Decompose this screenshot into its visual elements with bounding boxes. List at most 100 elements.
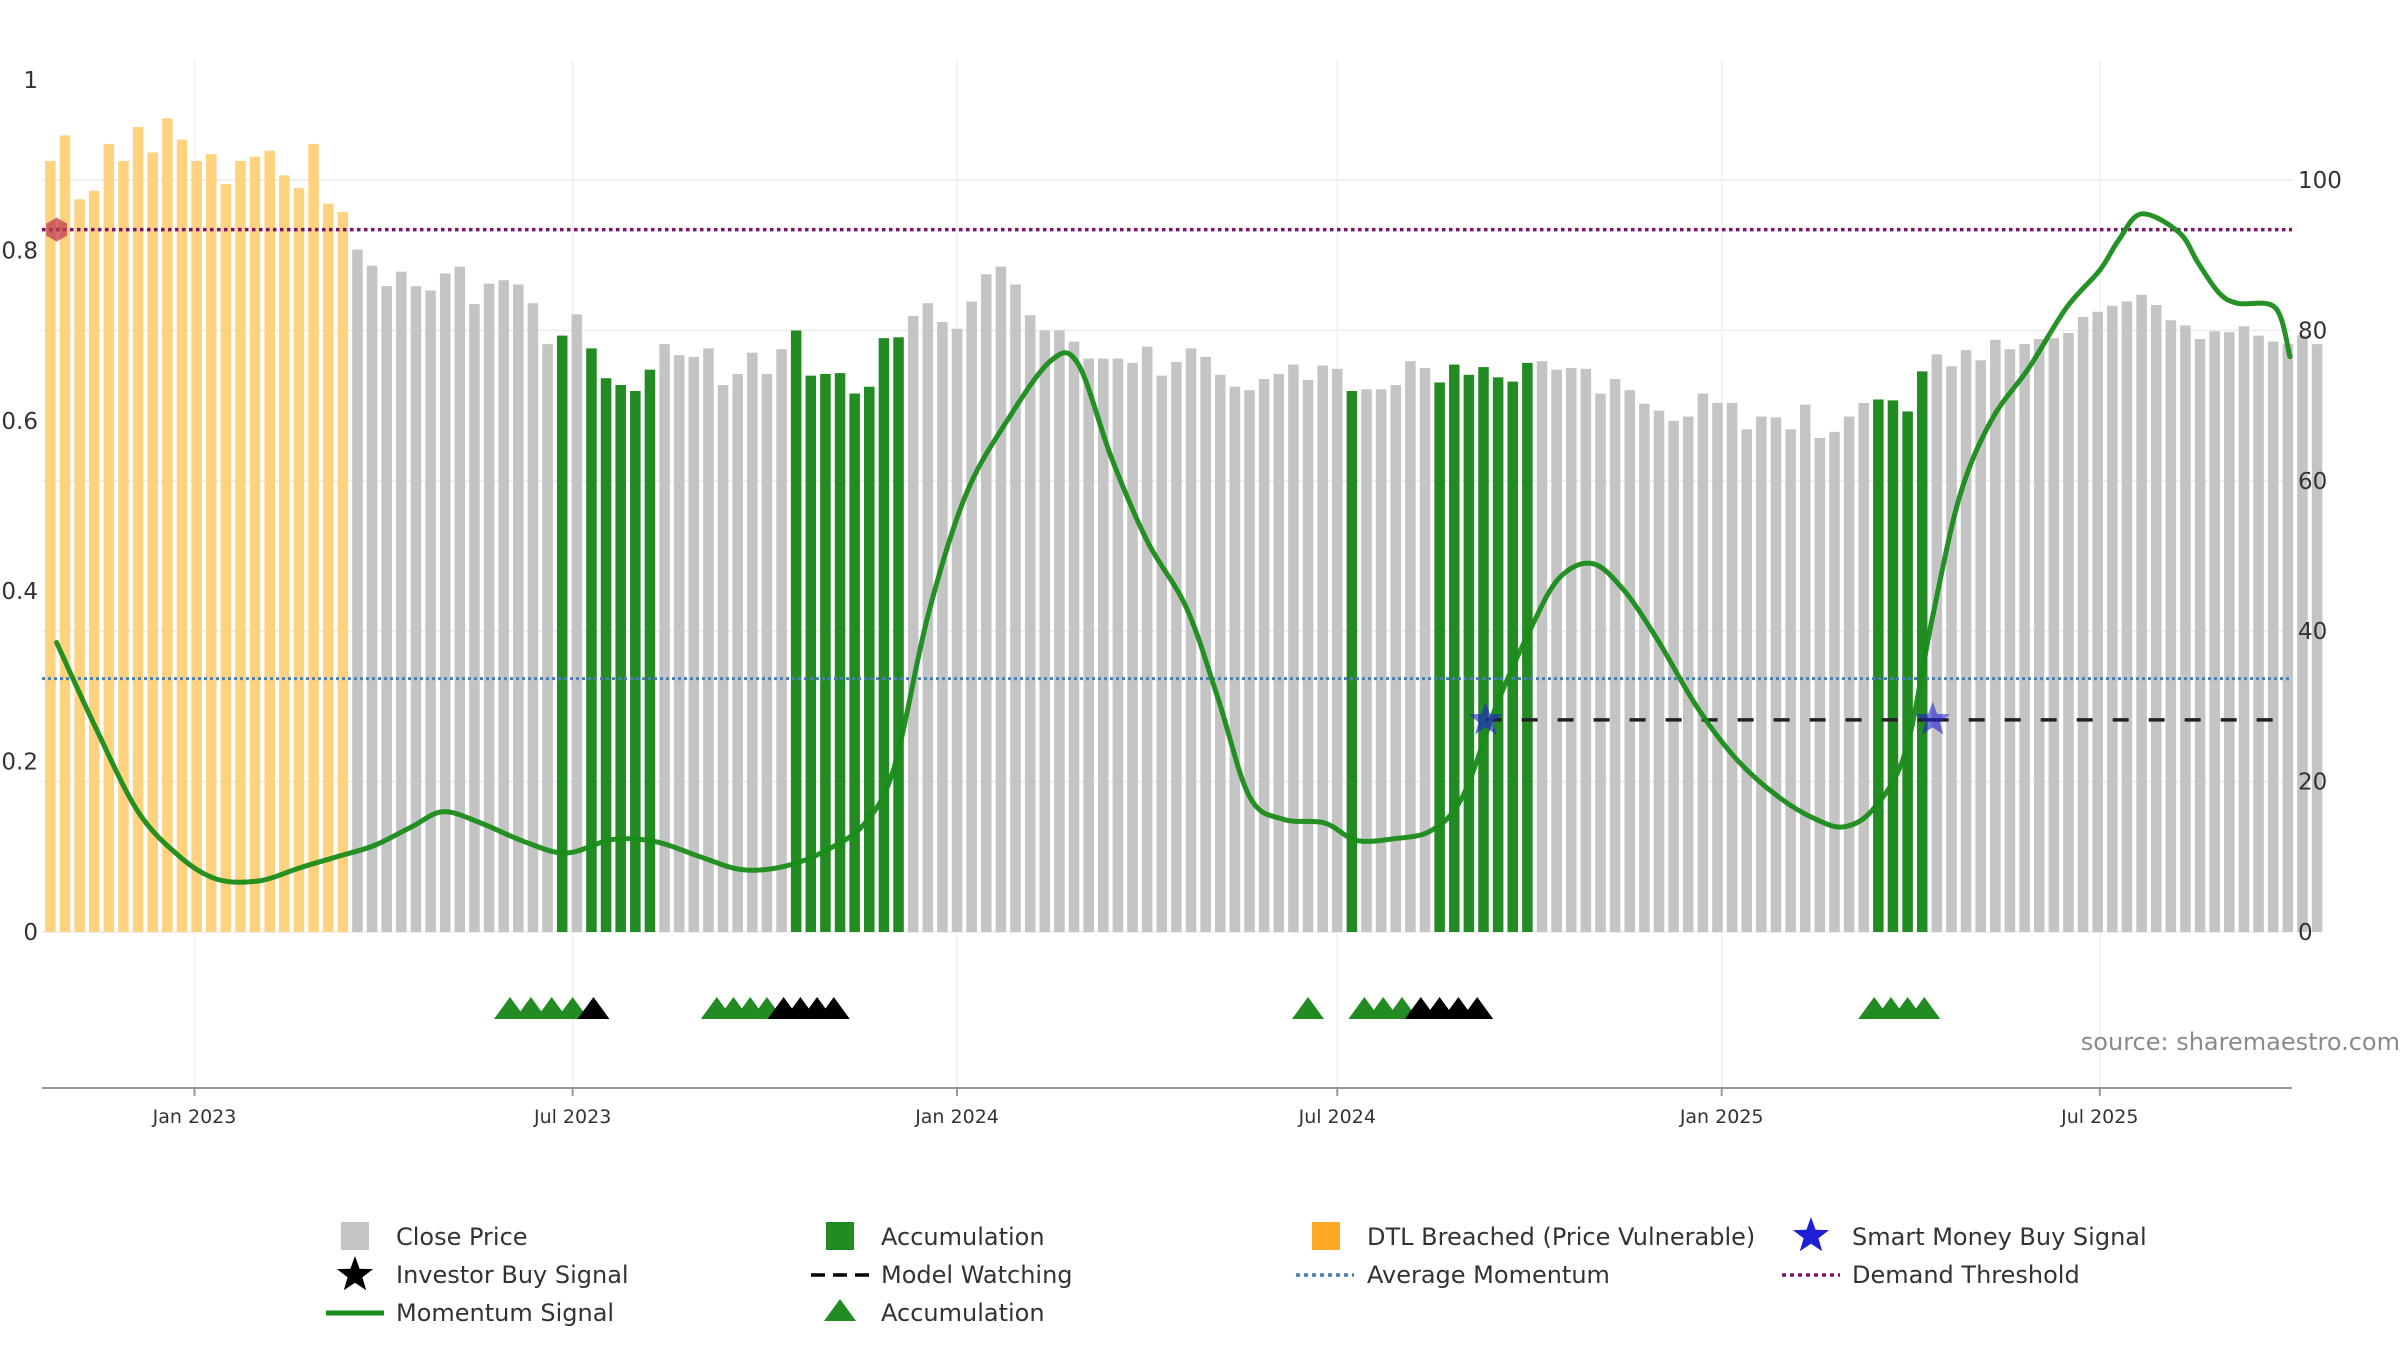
bar-accumulation bbox=[644, 369, 656, 932]
bar-close-price bbox=[1960, 350, 1972, 933]
bar-close-price bbox=[1039, 330, 1051, 932]
bar-close-price bbox=[2311, 344, 2323, 932]
bar-close-price bbox=[2004, 349, 2016, 933]
legend-label-dtl-breached: DTL Breached (Price Vulnerable) bbox=[1367, 1223, 1755, 1251]
bar-close-price bbox=[1536, 361, 1548, 932]
bar-close-price bbox=[981, 274, 992, 932]
bar-close-price bbox=[1726, 402, 1738, 932]
bar-close-price bbox=[1756, 416, 1767, 932]
bar-accumulation bbox=[1887, 400, 1899, 933]
bar-close-price bbox=[2077, 316, 2089, 932]
bar-close-price bbox=[1580, 368, 1592, 933]
bar-close-price bbox=[995, 266, 1007, 933]
bar-accumulation bbox=[1463, 374, 1475, 932]
bar-close-price bbox=[2238, 326, 2250, 933]
bar-close-price bbox=[1361, 389, 1372, 932]
legend-label-average-momentum: Average Momentum bbox=[1367, 1261, 1610, 1289]
legend-label-accumulation-triangle: Accumulation bbox=[881, 1299, 1045, 1327]
bar-dtl-breached bbox=[220, 183, 232, 932]
right-axis-tick-label: 60 bbox=[2298, 469, 2327, 495]
bar-accumulation bbox=[1873, 399, 1884, 932]
bar-close-price bbox=[1697, 393, 1709, 932]
bar-accumulation bbox=[615, 385, 626, 932]
bar-dtl-breached bbox=[205, 154, 217, 932]
bar-close-price bbox=[2180, 325, 2191, 932]
bar-dtl-breached bbox=[337, 212, 349, 932]
legend: Close Price Accumulation DTL Breached (P… bbox=[326, 1217, 2147, 1327]
bar-close-price bbox=[1156, 375, 1168, 932]
bar-close-price bbox=[1624, 390, 1636, 932]
source-watermark: source: sharemaestro.com bbox=[2081, 1028, 2400, 1056]
bar-close-price bbox=[2107, 305, 2118, 932]
bar-close-price bbox=[776, 349, 787, 933]
bar-close-price bbox=[542, 344, 553, 932]
bar-accumulation bbox=[834, 373, 846, 933]
bar-close-price bbox=[951, 328, 963, 932]
bar-close-price bbox=[1258, 379, 1270, 932]
bar-close-price bbox=[1317, 365, 1328, 932]
bar-close-price bbox=[498, 280, 509, 933]
bar-close-price bbox=[1127, 362, 1138, 932]
left-axis-tick-label: 0.4 bbox=[1, 579, 38, 605]
bar-accumulation bbox=[820, 373, 831, 932]
bar-dtl-breached bbox=[88, 190, 100, 932]
bar-close-price bbox=[1288, 364, 1299, 932]
x-axis-tick-label: Jul 2023 bbox=[533, 1106, 611, 1128]
bar-close-price bbox=[571, 314, 583, 932]
bar-dtl-breached bbox=[103, 143, 115, 932]
bar-close-price bbox=[454, 266, 466, 933]
bar-close-price bbox=[1419, 367, 1431, 933]
bar-close-price bbox=[469, 304, 480, 933]
bar-accumulation bbox=[1522, 362, 1533, 932]
bar-dtl-breached bbox=[147, 152, 158, 933]
x-axis-tick-label: Jan 2024 bbox=[914, 1106, 999, 1128]
x-axis-tick-label: Jan 2025 bbox=[1679, 1106, 1764, 1128]
bar-close-price bbox=[2092, 311, 2103, 932]
right-axis-tick-label: 80 bbox=[2298, 318, 2327, 344]
investor-triangle bbox=[817, 997, 850, 1019]
smart-money-star bbox=[1915, 701, 1950, 735]
bar-accumulation bbox=[1434, 382, 1445, 933]
legend-investor-star-icon bbox=[336, 1256, 374, 1291]
markers-layer bbox=[46, 217, 1950, 1019]
investor-triangle bbox=[577, 997, 610, 1019]
bar-close-price bbox=[2282, 344, 2294, 932]
bar-close-price bbox=[966, 301, 977, 932]
bars-layer bbox=[45, 118, 2323, 933]
bar-close-price bbox=[352, 249, 363, 933]
bar-close-price bbox=[1946, 366, 1957, 932]
bar-dtl-breached bbox=[74, 199, 85, 932]
bar-close-price bbox=[1653, 410, 1665, 933]
bar-accumulation bbox=[1507, 381, 1519, 932]
bar-close-price bbox=[1098, 358, 1109, 933]
bar-close-price bbox=[1741, 429, 1752, 932]
bar-dtl-breached bbox=[308, 143, 319, 932]
bar-close-price bbox=[1799, 404, 1811, 932]
bar-close-price bbox=[1858, 402, 1869, 932]
bar-dtl-breached bbox=[59, 135, 71, 932]
legend-label-smart-money: Smart Money Buy Signal bbox=[1852, 1223, 2147, 1251]
bar-accumulation bbox=[893, 337, 904, 932]
x-axis-tick-label: Jan 2023 bbox=[152, 1106, 237, 1128]
bar-close-price bbox=[381, 286, 392, 932]
bar-close-price bbox=[1595, 393, 1606, 932]
bar-accumulation bbox=[878, 338, 890, 932]
bar-close-price bbox=[1390, 385, 1402, 932]
bar-accumulation bbox=[864, 386, 875, 933]
bar-close-price bbox=[1273, 373, 1285, 932]
legend-swatch-close-price bbox=[341, 1222, 369, 1250]
bar-close-price bbox=[2136, 294, 2147, 932]
bar-accumulation bbox=[849, 393, 860, 932]
bar-dtl-breached bbox=[118, 160, 129, 932]
bar-close-price bbox=[2267, 341, 2279, 932]
bar-dtl-breached bbox=[322, 203, 334, 933]
bar-close-price bbox=[732, 373, 743, 932]
bar-close-price bbox=[703, 348, 714, 932]
bar-accumulation bbox=[556, 335, 568, 933]
bar-close-price bbox=[1171, 362, 1182, 932]
right-axis-tick-label: 0 bbox=[2298, 920, 2313, 946]
bar-close-price bbox=[1054, 330, 1065, 932]
bar-close-price bbox=[1302, 379, 1314, 932]
